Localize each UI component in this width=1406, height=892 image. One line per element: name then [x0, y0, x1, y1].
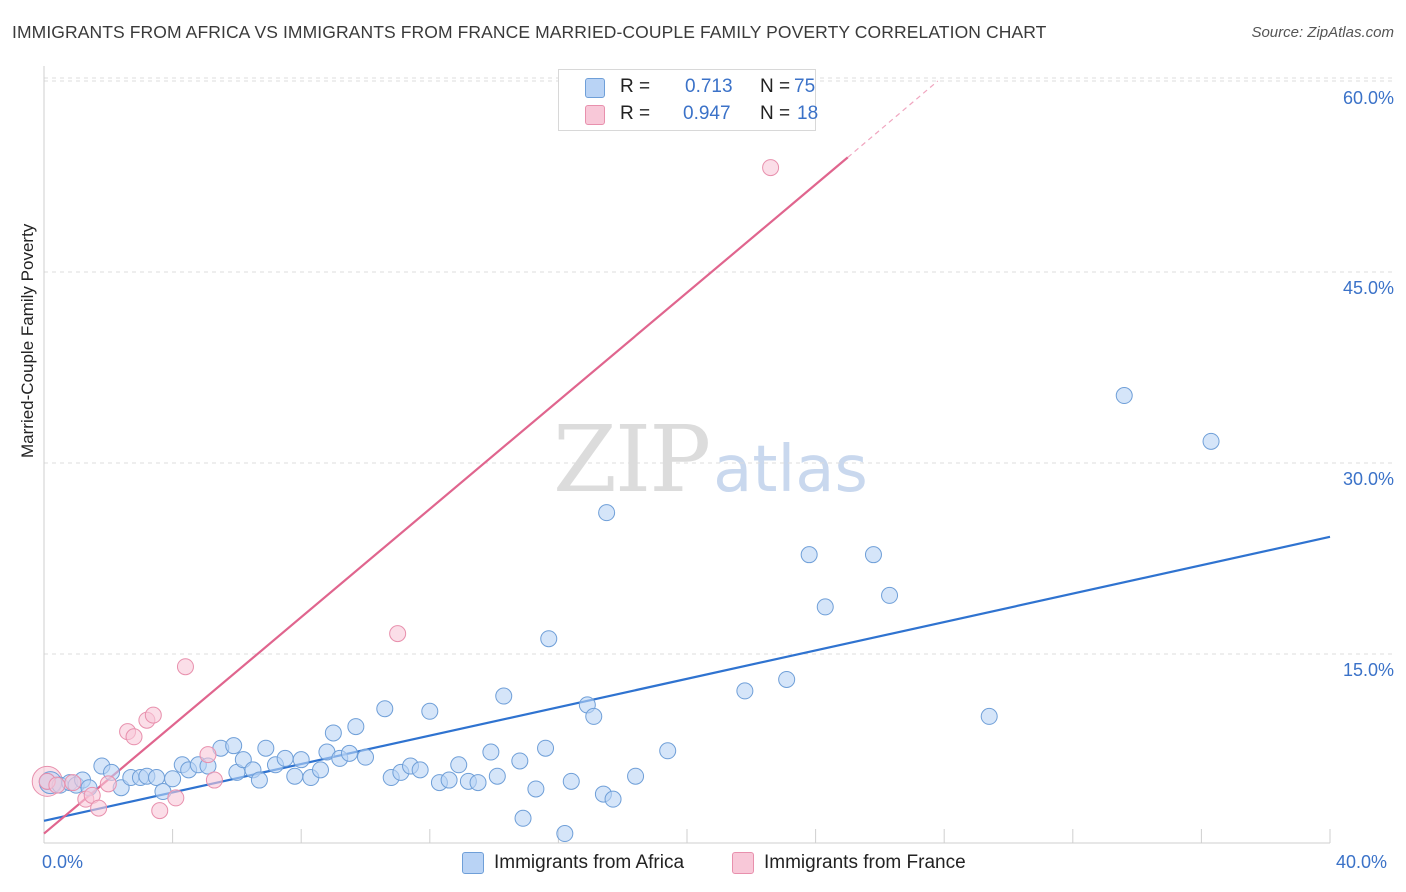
- legend-r-value: 0.947: [683, 103, 731, 124]
- legend-r-label: R =: [620, 103, 651, 124]
- data-point-france: [151, 802, 169, 820]
- data-point-africa: [778, 670, 796, 688]
- data-point-africa: [598, 504, 616, 522]
- legend-item-france[interactable]: Immigrants from France: [732, 852, 966, 874]
- data-point-africa: [881, 586, 899, 604]
- data-point-africa: [250, 771, 268, 789]
- chart-title: IMMIGRANTS FROM AFRICA VS IMMIGRANTS FRO…: [12, 22, 1047, 42]
- data-point-africa: [604, 790, 622, 808]
- data-point-africa: [527, 780, 545, 798]
- data-point-africa: [482, 743, 500, 761]
- trend-lines: [43, 80, 1331, 835]
- data-point-africa: [1115, 387, 1133, 405]
- data-point-france: [144, 706, 162, 724]
- data-point-africa: [469, 774, 487, 792]
- y-tick-label: 15.0%: [1342, 660, 1394, 680]
- legend-swatch-france: [732, 852, 754, 874]
- data-point-africa: [488, 767, 506, 785]
- data-point-africa: [347, 718, 365, 736]
- data-point-africa: [164, 770, 182, 788]
- data-point-france: [64, 774, 82, 792]
- data-point-africa: [800, 546, 818, 564]
- data-point-africa: [411, 761, 429, 779]
- x-tick-label-min: 0.0%: [42, 852, 84, 872]
- data-point-africa: [225, 737, 243, 755]
- data-point-africa: [585, 707, 603, 725]
- data-point-africa: [736, 682, 754, 700]
- legend-swatch-africa: [462, 852, 484, 874]
- data-point-africa: [376, 700, 394, 718]
- data-point-africa: [627, 767, 645, 785]
- y-axis-label: Married-Couple Family Poverty: [18, 223, 37, 458]
- data-point-france: [176, 658, 194, 676]
- axes: [43, 66, 1331, 844]
- data-point-france: [199, 746, 217, 764]
- data-point-africa: [276, 749, 294, 767]
- data-point-africa: [421, 702, 439, 720]
- data-point-africa: [286, 767, 304, 785]
- data-point-france: [90, 799, 108, 817]
- legend-item-africa[interactable]: Immigrants from Africa: [462, 852, 684, 874]
- correlation-legend: R = 0.713 N = 75 R = 0.947 N = 18: [558, 69, 819, 131]
- data-point-france: [389, 625, 407, 643]
- legend-r-label: R =: [620, 76, 651, 97]
- data-point-africa: [440, 771, 458, 789]
- legend-label-france: Immigrants from France: [764, 852, 966, 873]
- data-point-africa: [1202, 432, 1220, 450]
- data-point-africa: [980, 707, 998, 725]
- trend-line-france-extension: [847, 80, 939, 158]
- data-point-africa: [864, 546, 882, 564]
- data-point-africa: [292, 751, 310, 769]
- data-point-africa: [511, 752, 529, 770]
- trend-line-france: [43, 156, 849, 835]
- data-point-africa: [514, 809, 532, 827]
- data-point-africa: [357, 748, 374, 766]
- legend-n-value: 18: [797, 103, 819, 124]
- data-point-africa: [540, 630, 558, 648]
- data-point-africa: [311, 761, 329, 779]
- y-tick-label: 45.0%: [1342, 278, 1394, 298]
- data-point-africa: [537, 739, 555, 757]
- legend-label-africa: Immigrants from Africa: [494, 852, 685, 873]
- data-point-france: [167, 789, 185, 807]
- legend-n-value: 75: [794, 76, 816, 97]
- series-legend: Immigrants from Africa Immigrants from F…: [0, 852, 1406, 878]
- source-label: Source: ZipAtlas.com: [1251, 24, 1394, 41]
- data-point-africa: [450, 756, 468, 774]
- legend-r-value: 0.713: [685, 76, 733, 97]
- x-tick-label-max: 40.0%: [1336, 852, 1388, 872]
- y-tick-label: 60.0%: [1342, 88, 1394, 108]
- data-point-africa: [340, 744, 358, 762]
- data-point-france: [762, 159, 780, 177]
- data-point-africa: [257, 739, 275, 757]
- legend-n-label: N =: [760, 103, 791, 124]
- data-point-france: [125, 728, 143, 746]
- legend-swatch-france: [585, 105, 605, 125]
- legend-n-label: N =: [760, 76, 791, 97]
- data-point-france: [205, 771, 223, 789]
- data-point-africa: [659, 742, 677, 760]
- data-point-africa: [556, 825, 574, 843]
- data-point-africa: [816, 598, 834, 616]
- y-tick-label: 30.0%: [1342, 469, 1394, 489]
- legend-swatch-africa: [585, 78, 605, 98]
- data-point-africa: [495, 687, 513, 705]
- data-point-france: [48, 776, 66, 794]
- data-point-france: [99, 775, 117, 793]
- data-point-africa: [562, 772, 580, 790]
- data-points: [31, 159, 1220, 843]
- data-point-africa: [324, 724, 342, 742]
